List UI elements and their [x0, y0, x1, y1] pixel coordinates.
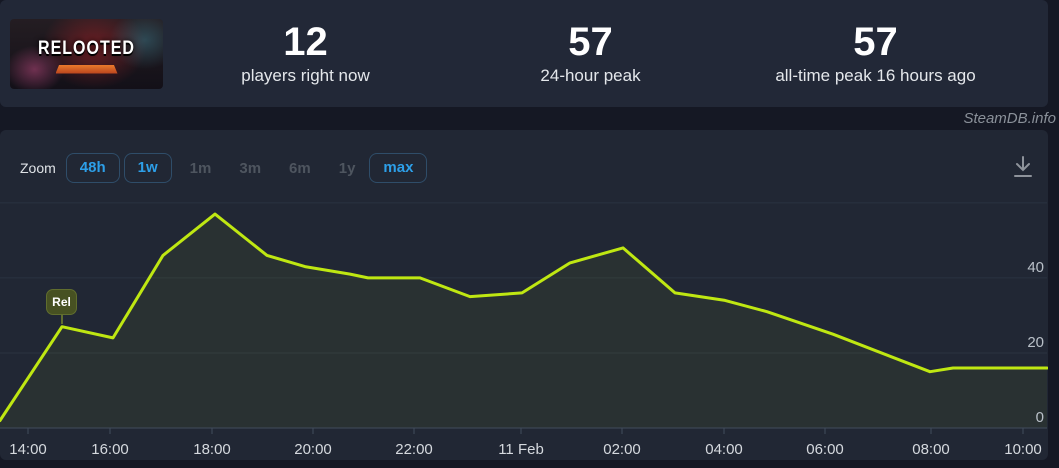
stat-24h-peak-value: 57: [568, 20, 613, 64]
zoom-range-1m: 1m: [189, 159, 212, 177]
x-axis-label: 08:00: [912, 441, 950, 458]
zoom-range-48h[interactable]: 48h: [65, 153, 120, 183]
x-axis-label: 20:00: [294, 441, 332, 458]
zoom-range-3m: 3m: [239, 159, 262, 177]
header: RELOOTED 12 players right now 57 24-hour…: [0, 0, 1048, 107]
zoom-label: Zoom: [20, 160, 56, 176]
x-axis-label: 10:00: [1004, 441, 1042, 458]
stat-current-players-value: 12: [283, 20, 328, 64]
y-axis-label: 40: [1027, 258, 1044, 276]
x-axis-label: 18:00: [193, 441, 231, 458]
y-axis-label: 0: [1035, 409, 1044, 426]
zoom-range-1y: 1y: [338, 159, 356, 177]
y-axis-label: 20: [1027, 333, 1044, 351]
player-count-plot[interactable]: [0, 130, 1048, 460]
stat-alltime-peak-value: 57: [853, 20, 898, 64]
x-axis-label: 06:00: [806, 441, 844, 458]
x-axis-label: 16:00: [91, 441, 129, 458]
x-axis-label: 22:00: [395, 441, 433, 458]
stat-alltime-peak-label: all-time peak 16 hours ago: [775, 66, 976, 85]
download-icon: [1014, 156, 1032, 177]
stat-24h-peak: 57 24-hour peak: [448, 0, 733, 107]
stat-current-players-label: players right now: [241, 66, 370, 85]
release-annotation-label: Rel: [52, 295, 71, 309]
chart-card: Zoom 48h 1w 1m 3m 6m 1y max Rel 14:00 16:00 18:0…: [0, 130, 1048, 460]
zoom-range-max[interactable]: max: [369, 153, 428, 183]
stat-alltime-peak: 57 all-time peak 16 hours ago: [733, 0, 1018, 107]
download-chart-button[interactable]: [1012, 155, 1034, 181]
game-banner-emblem: [55, 64, 118, 74]
release-annotation-flag[interactable]: Rel: [46, 289, 77, 315]
stat-24h-peak-label: 24-hour peak: [540, 66, 641, 85]
x-axis-label: 11 Feb: [498, 441, 544, 458]
x-axis-label: 04:00: [705, 441, 743, 458]
stat-current-players: 12 players right now: [163, 0, 448, 107]
game-banner[interactable]: RELOOTED: [10, 18, 163, 89]
game-banner-logo: RELOOTED: [38, 37, 135, 59]
chart-toolbar: Zoom 48h 1w 1m 3m 6m 1y max: [20, 153, 1034, 183]
x-axis-label: 02:00: [603, 441, 641, 458]
x-axis-label: 14:00: [9, 441, 47, 458]
player-stats: 12 players right now 57 24-hour peak 57 …: [163, 0, 1048, 107]
steamdb-watermark: SteamDB.info: [963, 110, 1056, 127]
player-count-line: [0, 212, 1048, 422]
player-count-area: [0, 214, 1047, 428]
zoom-range-1w[interactable]: 1w: [123, 153, 172, 183]
zoom-range-buttons: 48h 1w 1m 3m 6m 1y max: [65, 153, 432, 183]
zoom-range-6m: 6m: [289, 159, 311, 177]
watermark-strip: SteamDB.info: [0, 107, 1059, 130]
